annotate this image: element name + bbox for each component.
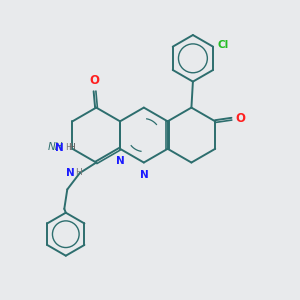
Text: H: H <box>65 143 72 152</box>
Text: H: H <box>75 169 82 178</box>
Text: N: N <box>55 143 64 153</box>
Text: O: O <box>89 74 99 87</box>
Text: N: N <box>116 156 125 166</box>
Text: H: H <box>68 143 75 152</box>
Text: N: N <box>66 168 74 178</box>
Text: N: N <box>140 170 149 180</box>
Text: Cl: Cl <box>218 40 229 50</box>
Text: O: O <box>236 112 245 125</box>
Text: NH: NH <box>47 142 63 152</box>
